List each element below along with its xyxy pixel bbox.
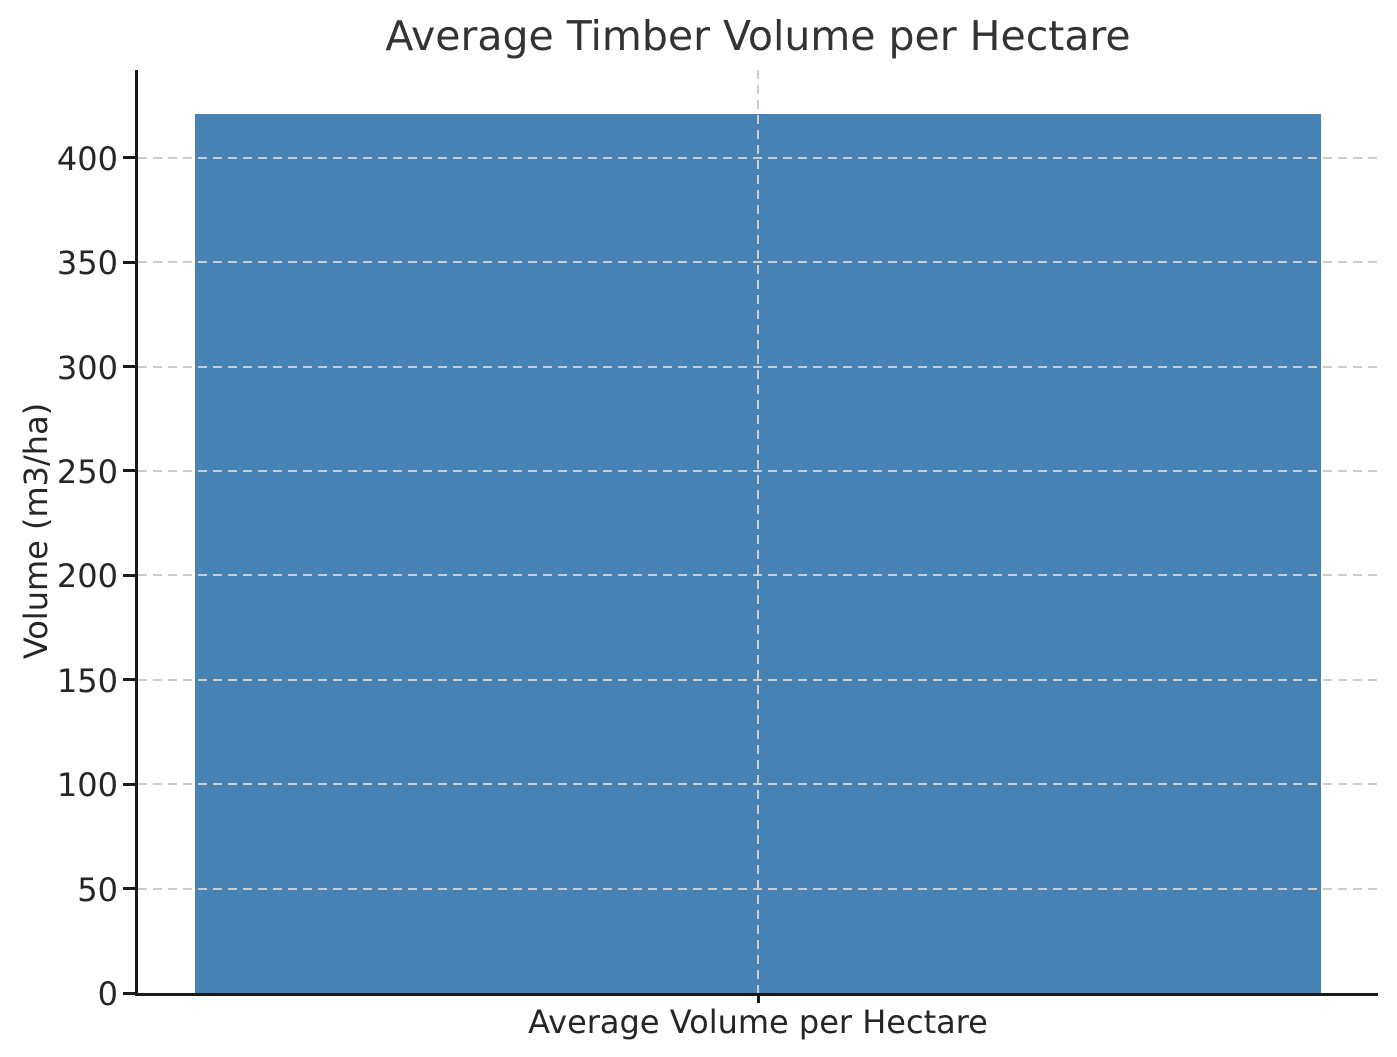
horizontal-gridline-100 xyxy=(138,783,1378,786)
y-tick-label-150: 150 xyxy=(56,661,118,700)
y-tick-label-350: 350 xyxy=(56,244,118,283)
y-tick-mark-0 xyxy=(123,991,135,995)
plot-area xyxy=(135,70,1378,996)
horizontal-gridline-150 xyxy=(138,678,1378,681)
chart-title: Average Timber Volume per Hectare xyxy=(385,12,1131,60)
y-tick-label-100: 100 xyxy=(56,766,118,805)
y-tick-label-400: 400 xyxy=(56,139,118,178)
y-tick-label-200: 200 xyxy=(56,557,118,596)
horizontal-gridline-50 xyxy=(138,887,1378,890)
y-tick-label-250: 250 xyxy=(56,452,118,491)
x-axis-tick-mark xyxy=(756,993,760,1003)
horizontal-gridline-400 xyxy=(138,156,1378,159)
y-tick-mark-300 xyxy=(123,365,135,369)
y-tick-mark-350 xyxy=(123,260,135,264)
y-tick-mark-250 xyxy=(123,469,135,473)
y-tick-mark-150 xyxy=(123,678,135,682)
horizontal-gridline-250 xyxy=(138,469,1378,472)
horizontal-gridline-300 xyxy=(138,365,1378,368)
y-tick-mark-400 xyxy=(123,156,135,160)
horizontal-gridline-200 xyxy=(138,574,1378,577)
y-axis-spine xyxy=(135,70,138,996)
y-tick-mark-100 xyxy=(123,782,135,786)
y-tick-label-50: 50 xyxy=(77,870,118,909)
horizontal-gridline-350 xyxy=(138,261,1378,264)
x-axis-category-label: Average Volume per Hectare xyxy=(528,1003,988,1041)
y-tick-label-300: 300 xyxy=(56,348,118,387)
y-tick-mark-50 xyxy=(123,887,135,891)
vertical-center-gridline xyxy=(757,70,759,993)
y-axis-label: Volume (m3/ha) xyxy=(17,402,55,660)
y-tick-mark-200 xyxy=(123,573,135,577)
y-tick-label-0: 0 xyxy=(97,975,118,1013)
